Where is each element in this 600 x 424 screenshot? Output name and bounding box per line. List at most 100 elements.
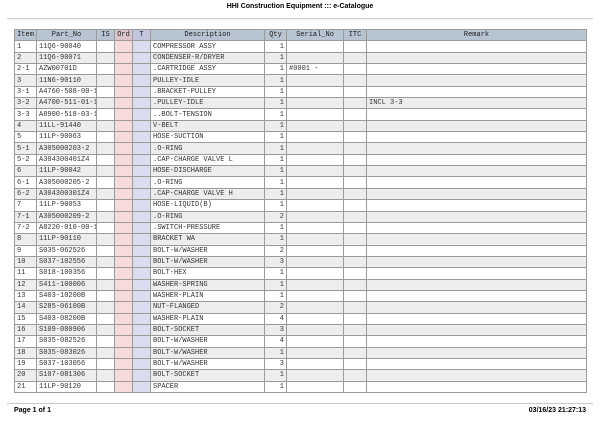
cell-ord	[114, 153, 133, 167]
cell-is	[96, 165, 115, 178]
table-row: 8 11LP-90110 BRACKET WA 1	[14, 233, 587, 246]
cell-serial_no	[286, 323, 344, 337]
cell-t	[132, 323, 151, 337]
cell-description: WASHER-PLAIN	[150, 312, 265, 325]
cell-ord	[114, 142, 133, 155]
cell-serial_no	[286, 165, 344, 178]
cell-description: ..BOLT-TENSION	[150, 108, 265, 121]
cell-item: 7	[14, 199, 37, 212]
cell-qty: 1	[264, 119, 287, 133]
cell-description: .CAP-CHARGE VALVE H	[150, 187, 265, 201]
cell-qty: 1	[264, 176, 287, 189]
cell-serial_no	[286, 131, 344, 144]
cell-description: WASHER-PLAIN	[150, 289, 265, 303]
cell-itc	[343, 278, 367, 291]
cell-ord	[114, 380, 133, 394]
cell-itc	[343, 380, 367, 394]
cell-t	[132, 97, 151, 110]
cell-is	[96, 221, 115, 235]
cell-ord	[114, 221, 133, 235]
cell-item: 19	[14, 357, 37, 371]
cell-remark	[366, 335, 587, 348]
cell-item: 16	[14, 323, 37, 337]
cell-remark	[366, 131, 587, 144]
cell-is	[96, 289, 115, 303]
parts-table-body: 1 11Q6-90040 COMPRESSOR ASSY 1 2 11Q6-90071 CO…	[14, 40, 587, 394]
cell-is	[96, 301, 115, 314]
cell-description: .SWITCH-PRESSURE	[150, 221, 265, 235]
cell-item: 5-1	[14, 142, 37, 155]
cell-is	[96, 142, 115, 155]
cell-description: NUT-FLANGED	[150, 301, 265, 314]
cell-is	[96, 108, 115, 121]
cell-qty: 1	[264, 165, 287, 178]
cell-t	[132, 199, 151, 212]
cell-description: .CAP-CHARGE VALVE L	[150, 153, 265, 167]
cell-item: 6-1	[14, 176, 37, 189]
cell-t	[132, 85, 151, 99]
cell-remark	[366, 244, 587, 257]
cell-remark	[366, 63, 587, 76]
cell-description: PULLEY-IDLE	[150, 74, 265, 87]
cell-remark	[366, 278, 587, 291]
cell-qty: 1	[264, 346, 287, 359]
cell-is	[96, 244, 115, 257]
cell-qty: 1	[264, 108, 287, 121]
cell-part_no: A304300401Z4	[36, 153, 97, 167]
cell-t	[132, 63, 151, 76]
cell-t	[132, 119, 151, 133]
cell-is	[96, 85, 115, 99]
cell-is	[96, 278, 115, 291]
cell-itc	[343, 301, 367, 314]
table-row: 18 S035-083026 BOLT-W/WASHER 1	[14, 346, 587, 359]
cell-item: 9	[14, 244, 37, 257]
cell-qty: 4	[264, 312, 287, 325]
table-row: 17 S035-082526 BOLT-W/WASHER 4	[14, 335, 587, 348]
table-row: 6 11LP-90042 HOSE-DISCHARGE 1	[14, 165, 587, 178]
cell-itc	[343, 187, 367, 201]
cell-is	[96, 153, 115, 167]
table-row: 15 S403-08200B WASHER-PLAIN 4	[14, 312, 587, 325]
cell-t	[132, 51, 151, 65]
column-header-qty: Qty	[264, 28, 287, 42]
cell-t	[132, 153, 151, 167]
cell-part_no: S403-10200B	[36, 289, 97, 303]
cell-item: 11	[14, 267, 37, 280]
cell-t	[132, 142, 151, 155]
cell-item: 7-1	[14, 210, 37, 223]
cell-serial_no	[286, 176, 344, 189]
cell-part_no: A8220-010-00-1	[36, 221, 97, 235]
cell-ord	[114, 40, 133, 53]
cell-part_no: S037-102556	[36, 255, 97, 269]
cell-qty: 1	[264, 74, 287, 87]
cell-qty: 1	[264, 131, 287, 144]
cell-serial_no	[286, 301, 344, 314]
cell-itc	[343, 346, 367, 359]
cell-remark	[366, 187, 587, 201]
cell-ord	[114, 199, 133, 212]
cell-t	[132, 165, 151, 178]
cell-part_no: 11LP-90042	[36, 165, 97, 178]
cell-serial_no	[286, 119, 344, 133]
cell-itc	[343, 369, 367, 382]
table-row: 7-2 A8220-010-00-1 .SWITCH-PRESSURE 1	[14, 221, 587, 235]
title-divider	[7, 18, 593, 20]
table-row: 3-1 A4760-508-00-1 .BRACKET-PULLEY 1	[14, 85, 587, 99]
cell-itc	[343, 199, 367, 212]
cell-part_no: 11LP-90110	[36, 233, 97, 246]
cell-itc	[343, 357, 367, 371]
cell-description: BOLT-W/WASHER	[150, 244, 265, 257]
cell-is	[96, 380, 115, 394]
column-header-t: T	[132, 28, 151, 42]
table-row: 12 S411-100006 WASHER-SPRING 1	[14, 278, 587, 291]
cell-qty: 3	[264, 357, 287, 371]
table-row: 3 11N6-90110 PULLEY-IDLE 1	[14, 74, 587, 87]
cell-remark	[366, 233, 587, 246]
cell-part_no: S035-062526	[36, 244, 97, 257]
cell-remark	[366, 210, 587, 223]
cell-is	[96, 131, 115, 144]
cell-t	[132, 210, 151, 223]
cell-t	[132, 346, 151, 359]
cell-item: 1	[14, 40, 37, 53]
